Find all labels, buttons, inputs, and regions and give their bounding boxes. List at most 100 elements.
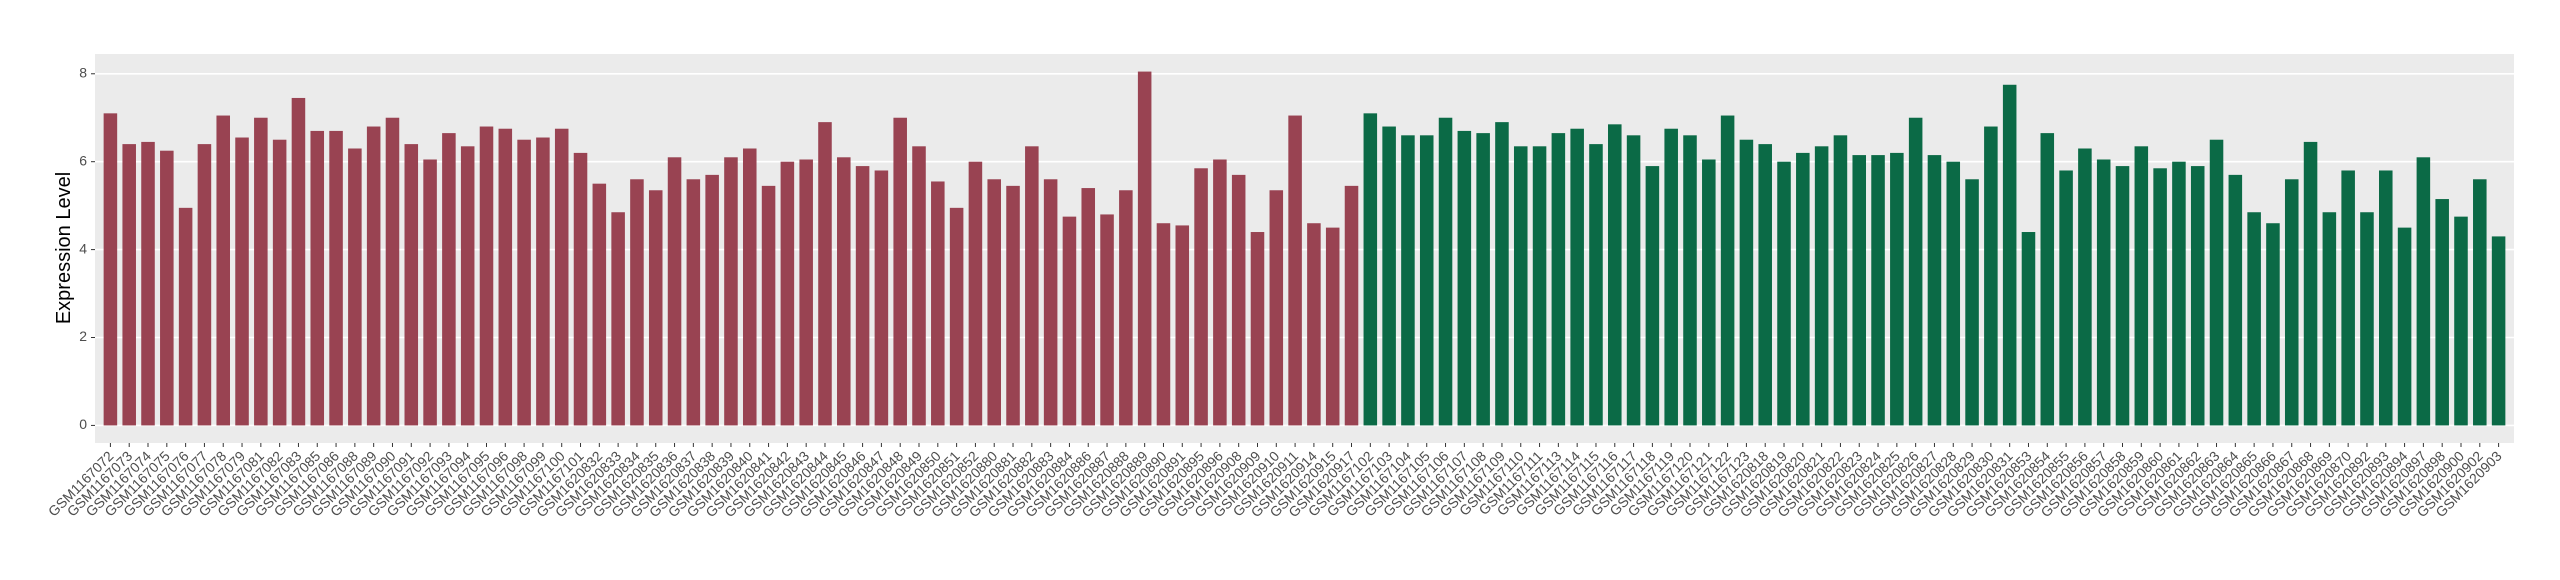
bar [1382, 126, 1396, 426]
bar [2040, 133, 2055, 426]
bar [2247, 212, 2261, 426]
bar [2435, 199, 2449, 426]
bar [837, 157, 851, 426]
bar [2096, 159, 2111, 426]
bar [1175, 225, 1190, 426]
bar [1570, 128, 1584, 426]
bar [968, 161, 983, 426]
bar [216, 115, 231, 426]
bar [2360, 212, 2374, 426]
bar [2228, 174, 2243, 426]
bar [2266, 223, 2280, 426]
bar [2454, 216, 2468, 426]
bar [1025, 146, 1039, 426]
bar [197, 144, 212, 426]
bar [1796, 152, 1810, 426]
bar [1250, 232, 1265, 426]
bar [404, 144, 419, 426]
bar [780, 161, 795, 426]
bar [2397, 227, 2412, 426]
bar [498, 128, 513, 426]
bar [160, 150, 174, 426]
bar [1608, 124, 1622, 426]
y-axis-title: Expression Level [53, 172, 75, 324]
bar [1100, 214, 1114, 426]
bar [1006, 185, 1020, 426]
bar [1288, 115, 1302, 426]
bar [1739, 139, 1754, 426]
bar [1062, 216, 1077, 426]
bar [686, 179, 701, 426]
bar [1871, 155, 1885, 426]
bar [1814, 146, 1829, 426]
bar [141, 141, 155, 426]
bar [1137, 71, 1152, 426]
y-tick-label: 6 [79, 152, 87, 168]
bar [573, 152, 588, 426]
bar [1720, 115, 1735, 426]
bar [1758, 144, 1772, 426]
bar [1683, 135, 1697, 426]
bar [705, 174, 719, 426]
y-tick-label: 0 [79, 416, 87, 432]
bar [2190, 166, 2205, 426]
bar [2059, 170, 2073, 426]
bar [874, 170, 889, 426]
bar [855, 166, 870, 426]
bar [799, 159, 813, 426]
bar [1156, 223, 1171, 426]
bar [893, 117, 907, 426]
bar [1908, 117, 1923, 426]
bar [479, 126, 494, 426]
bar [1119, 190, 1133, 426]
bar [1307, 223, 1321, 426]
bar [648, 190, 663, 426]
bar [366, 126, 381, 426]
bar [1438, 117, 1453, 426]
bar [2322, 212, 2337, 426]
bar [2172, 161, 2186, 426]
bar [2416, 157, 2431, 426]
bar [1513, 146, 1528, 426]
bar [2303, 141, 2318, 426]
bar [1269, 190, 1284, 426]
bar [272, 139, 287, 426]
bar [592, 183, 607, 426]
bar [2153, 168, 2167, 426]
bar [1325, 227, 1340, 426]
bar [1645, 166, 1660, 426]
bar [2115, 166, 2130, 426]
bar [2134, 146, 2149, 426]
bar [1344, 185, 1359, 426]
bar [536, 137, 550, 426]
bar [1890, 152, 1904, 426]
bar [329, 130, 343, 426]
y-tick-label: 8 [79, 64, 87, 80]
bar [1401, 135, 1415, 426]
bar [667, 157, 682, 426]
y-tick-label: 2 [79, 328, 87, 344]
bar [1833, 135, 1848, 426]
bar [742, 148, 757, 426]
bar [2209, 139, 2224, 426]
bar [291, 97, 306, 426]
bar [310, 130, 325, 426]
bar [2491, 236, 2506, 426]
bar [1213, 159, 1227, 426]
bar [254, 117, 268, 426]
bar [1777, 161, 1791, 426]
bar [1363, 113, 1378, 426]
bar [2284, 179, 2299, 426]
bar [1927, 155, 1942, 426]
bar [1194, 168, 1208, 426]
bar [385, 117, 400, 426]
bar [987, 179, 1001, 426]
bar [2473, 179, 2487, 426]
bar [178, 207, 193, 426]
bar [235, 137, 249, 426]
bar [1626, 135, 1641, 426]
bar [1081, 188, 1096, 426]
bar [931, 181, 945, 426]
bar [460, 146, 475, 426]
